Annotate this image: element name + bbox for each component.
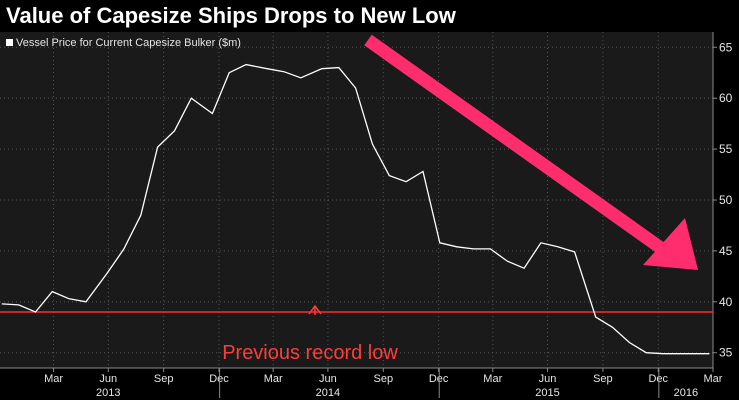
x-tick-label: Jun	[99, 373, 117, 385]
y-tick-label: 40	[719, 295, 733, 309]
x-axis: Mar Jun Sep Dec Mar Jun Sep Dec Mar Jun Sep Dec Mar2…	[0, 367, 723, 399]
legend-swatch	[6, 39, 13, 46]
y-tick-label: 35	[719, 346, 733, 360]
x-year-label: 2016	[674, 387, 698, 399]
y-tick-label: 65	[719, 40, 733, 54]
x-tick-label: Jun	[319, 373, 337, 385]
x-tick-label: Mar	[704, 373, 723, 385]
y-axis: 35 40 45 50 55 60 65	[712, 32, 733, 368]
x-tick-label: Jun	[539, 373, 557, 385]
x-year-label: 2015	[535, 387, 559, 399]
y-tick-label: 45	[719, 244, 733, 258]
y-tick-label: 55	[719, 142, 733, 156]
legend: Vessel Price for Current Capesize Bulker…	[6, 37, 241, 49]
y-tick-label: 60	[719, 91, 733, 105]
previous-record-low-label: Previous record low	[222, 342, 398, 364]
decline-trend-arrow	[364, 34, 698, 270]
x-tick-label: Sep	[154, 373, 174, 385]
x-year-label: 2013	[96, 387, 120, 399]
x-tick-label: Sep	[373, 373, 393, 385]
x-tick-label: Mar	[483, 373, 502, 385]
chart-title: Value of Capesize Ships Drops to New Low	[6, 3, 456, 28]
y-tick-label: 50	[719, 193, 733, 207]
legend-label: Vessel Price for Current Capesize Bulker…	[16, 37, 241, 49]
annotation-arrow-up	[308, 304, 322, 315]
x-tick-label: Mar	[264, 373, 283, 385]
x-tick-label: Mar	[44, 373, 63, 385]
x-tick-label: Sep	[593, 373, 613, 385]
series-line-vessel-price	[1, 63, 710, 355]
x-year-label: 2014	[316, 387, 340, 399]
